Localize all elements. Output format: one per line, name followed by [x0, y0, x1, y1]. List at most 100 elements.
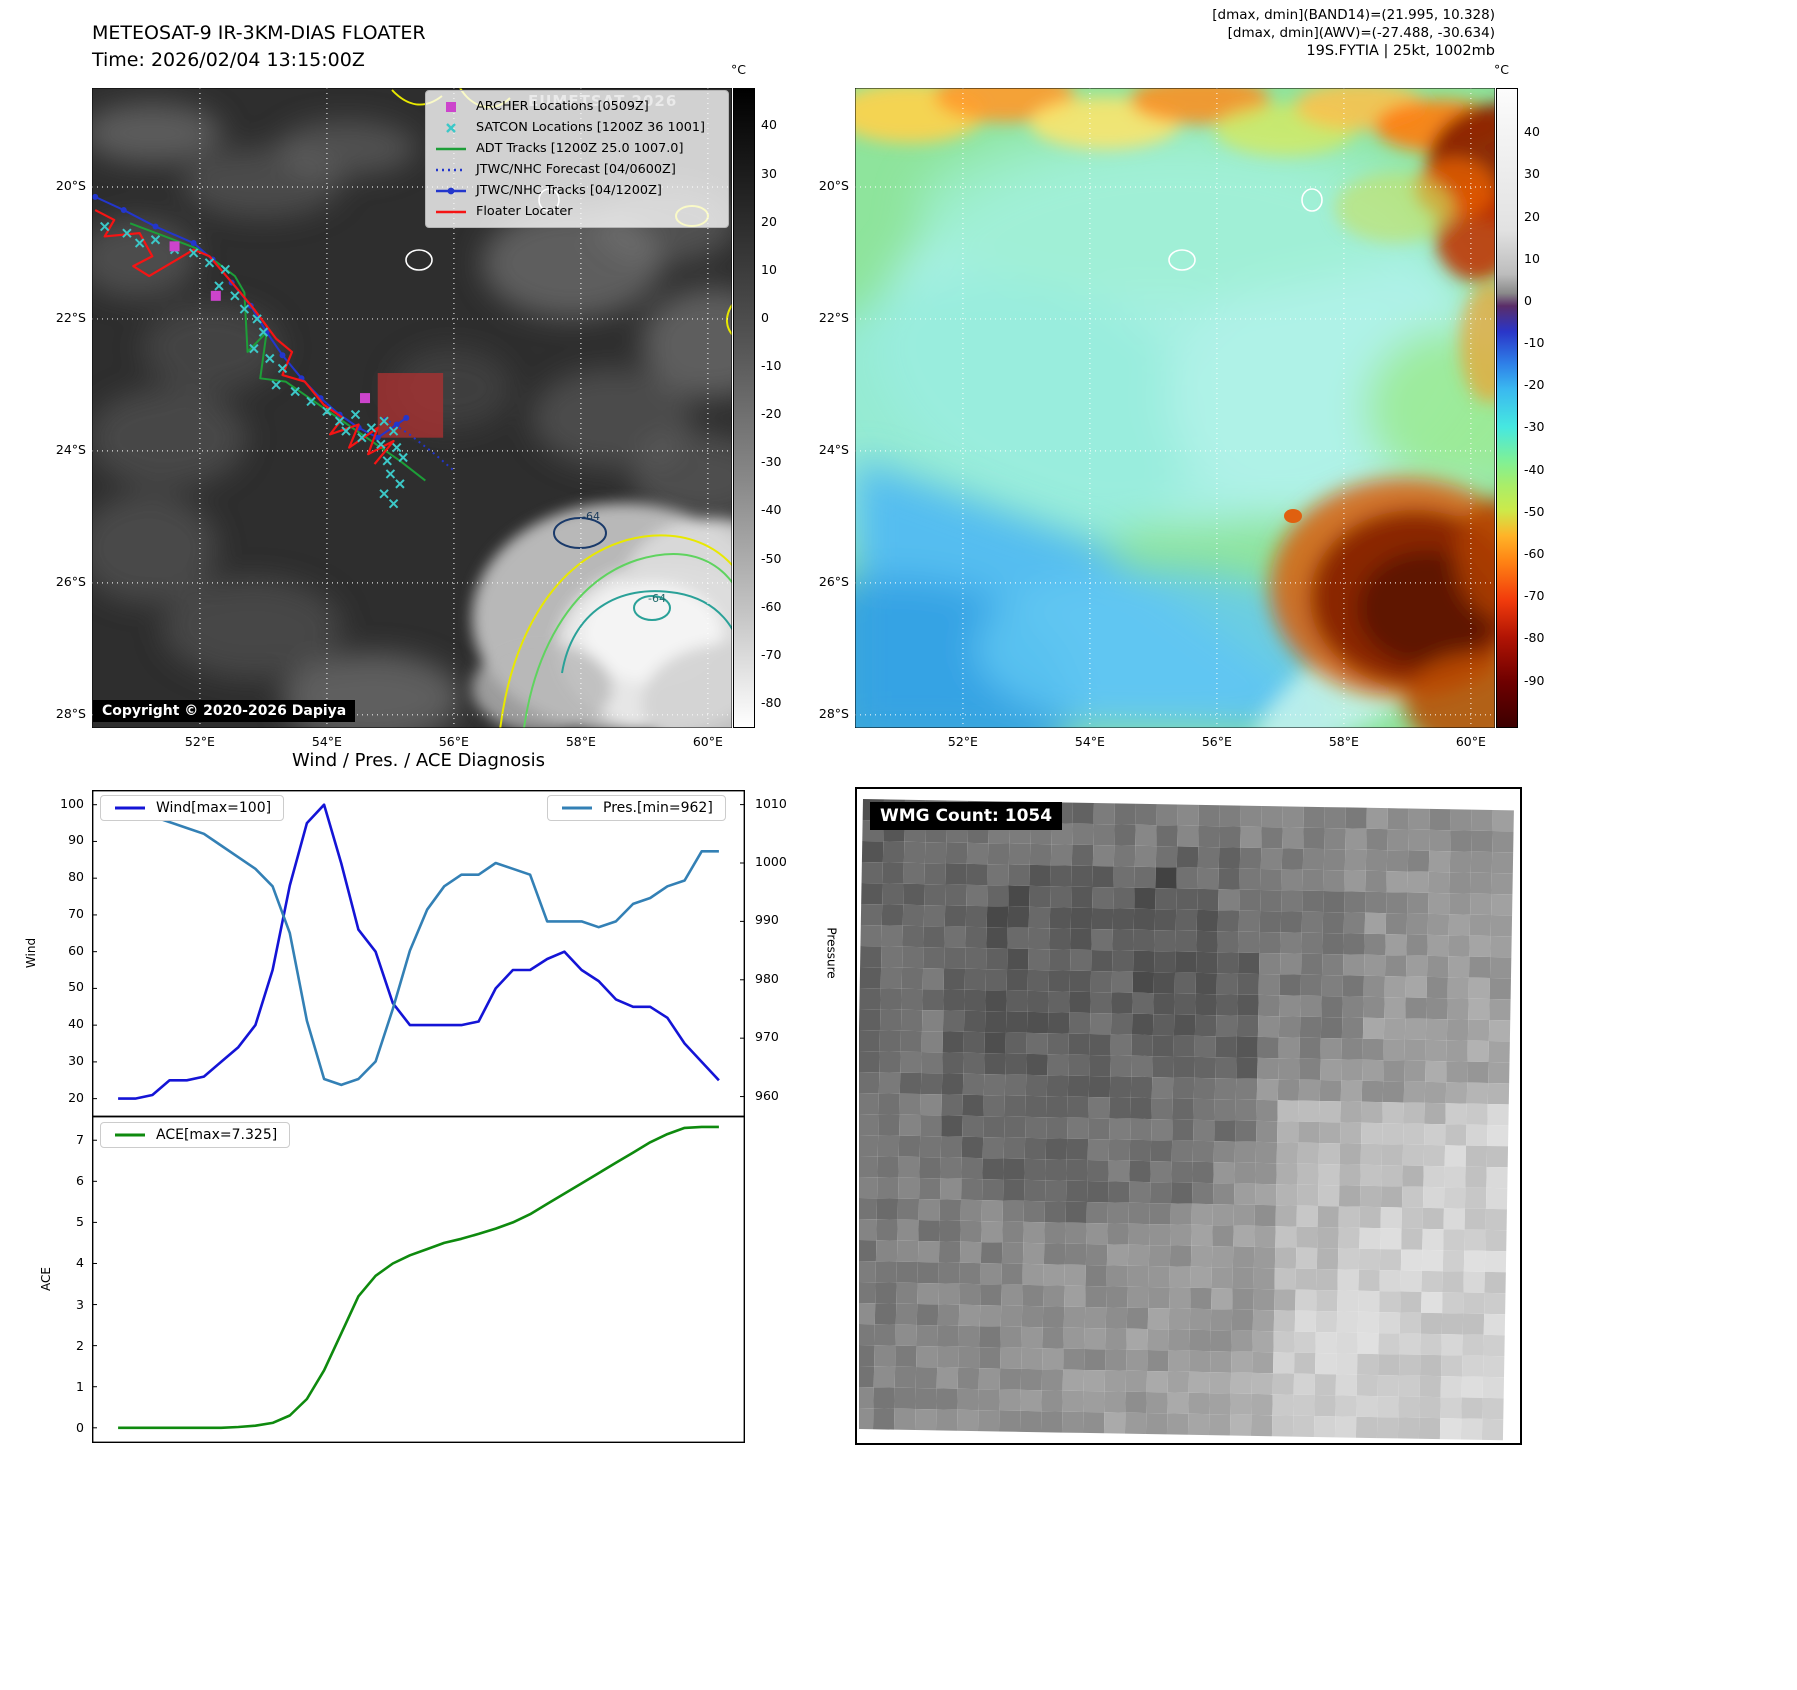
- ace-line-icon: [115, 1133, 145, 1137]
- y-tick-label: 980: [755, 970, 779, 986]
- wind-legend: Wind[max=100]: [100, 795, 285, 821]
- colorbar-tick-label: -30: [761, 454, 782, 470]
- colorbar-tick-label: -60: [761, 598, 782, 614]
- wmg-panel[interactable]: WMG Count: 1054: [855, 787, 1522, 1445]
- wind-pressure-chart[interactable]: [92, 790, 745, 1117]
- map-legend: ARCHER Locations [0509Z] SATCON Location…: [425, 90, 729, 228]
- warm-dry-blob: [1270, 478, 1495, 728]
- ir-color-colorbar: [1496, 88, 1518, 728]
- latlon-grid: [855, 88, 1495, 728]
- ace-chart[interactable]: [92, 1116, 745, 1443]
- legend-item-satcon: SATCON Locations [1200Z 36 1001]: [434, 117, 720, 138]
- colorbar-tick-label: 30: [1524, 166, 1540, 182]
- colorbar-tick-label: 10: [1524, 250, 1540, 266]
- colorbar-tick-label: -80: [1524, 630, 1545, 646]
- colorbar-tick-label: -50: [761, 550, 782, 566]
- y-tick-label: 40: [68, 1016, 84, 1032]
- x-tick-label: 58°E: [1328, 734, 1359, 749]
- warm-top-band: [855, 88, 1495, 403]
- colorbar-tick-label: -40: [761, 502, 782, 518]
- y-tick-label: 3: [76, 1296, 84, 1312]
- y-tick-label: 26°S: [55, 573, 86, 589]
- y-tick-label: 990: [755, 912, 779, 928]
- y-tick-label: 50: [68, 979, 84, 995]
- legend-label: Floater Locater: [476, 204, 573, 219]
- colorbar-unit-label: °C: [731, 62, 746, 77]
- colorbar-tick-label: -10: [1524, 335, 1545, 351]
- legend-item-forecast: JTWC/NHC Forecast [04/0600Z]: [434, 159, 720, 180]
- colorbar-tick-label: -70: [761, 646, 782, 662]
- colorbar-tick-label: -10: [761, 358, 782, 374]
- x-tick-label: 58°E: [565, 734, 596, 749]
- wind-pressure-chart-svg: [92, 790, 745, 1117]
- y-tick-label: 2: [76, 1337, 84, 1353]
- pressure-legend-label: Pres.[min=962]: [603, 800, 713, 816]
- wind-axis-label: Wind: [24, 937, 39, 969]
- y-tick-label: 20°S: [818, 177, 849, 193]
- legend-label: JTWC/NHC Forecast [04/0600Z]: [476, 162, 676, 177]
- y-tick-label: 90: [68, 832, 84, 848]
- y-tick-label: 80: [68, 869, 84, 885]
- island-outlines: [1168, 188, 1323, 271]
- awv-stats: [dmax, dmin](AWV)=(-27.488, -30.634): [1227, 25, 1495, 41]
- legend-label: ARCHER Locations [0509Z]: [476, 99, 649, 114]
- wind-legend-label: Wind[max=100]: [156, 800, 272, 816]
- y-tick-label: 6: [76, 1173, 84, 1189]
- y-tick-label: 1: [76, 1378, 84, 1394]
- colorbar-tick-label: 0: [761, 309, 769, 325]
- timestamp: Time: 2026/02/04 13:15:00Z: [92, 49, 365, 71]
- ir-gray-colorbar: [733, 88, 755, 728]
- colorbar-tick-label: -60: [1524, 546, 1545, 562]
- ir-color-map[interactable]: [855, 88, 1495, 728]
- y-tick-label: 960: [755, 1087, 779, 1103]
- y-tick-label: 4: [76, 1255, 84, 1271]
- adt-line-icon: [436, 147, 466, 150]
- legend-item-archer: ARCHER Locations [0509Z]: [434, 96, 720, 117]
- legend-label: ADT Tracks [1200Z 25.0 1007.0]: [476, 141, 684, 156]
- ir-gray-title-block: METEOSAT-9 IR-3KM-DIAS FLOATER Time: 202…: [92, 20, 426, 74]
- y-tick-label: 24°S: [55, 441, 86, 457]
- legend-label: SATCON Locations [1200Z 36 1001]: [476, 120, 706, 135]
- archer-square-icon: [446, 101, 456, 112]
- y-tick-label: 60: [68, 942, 84, 958]
- wmg-count-badge: WMG Count: 1054: [870, 802, 1063, 830]
- storm-id-intensity: 19S.FYTIA | 25kt, 1002mb: [1306, 43, 1495, 59]
- satcon-x-icon: [446, 122, 456, 133]
- colorbar-tick-label: -30: [1524, 419, 1545, 435]
- y-tick-label: 26°S: [818, 573, 849, 589]
- jtwc-track-line-icon: [436, 187, 466, 194]
- forecast-dotted-line-icon: [436, 168, 466, 171]
- y-tick-label: 20: [68, 1089, 84, 1105]
- y-tick-label: 30: [68, 1052, 84, 1068]
- y-tick-label: 70: [68, 905, 84, 921]
- pressure-legend: Pres.[min=962]: [547, 795, 726, 821]
- ir-color-header: [dmax, dmin](BAND14)=(21.995, 10.328) [d…: [855, 6, 1495, 60]
- y-tick-label: 20°S: [55, 177, 86, 193]
- legend-item-floater: Floater Locater: [434, 201, 720, 222]
- colorbar-tick-label: -50: [1524, 503, 1545, 519]
- ace-axis-label: ACE: [38, 1267, 53, 1291]
- colorbar-tick-label: 10: [761, 261, 777, 277]
- y-tick-label: 28°S: [818, 705, 849, 721]
- colorbar-tick-label: 40: [1524, 124, 1540, 140]
- colorbar-tick-label: -70: [1524, 588, 1545, 604]
- y-tick-label: 22°S: [55, 309, 86, 325]
- pressure-axis-label: Pressure: [824, 927, 839, 979]
- ace-chart-svg: [92, 1116, 745, 1443]
- y-tick-label: 24°S: [818, 441, 849, 457]
- wind-line-icon: [115, 806, 145, 810]
- y-tick-label: 1010: [755, 795, 787, 811]
- x-tick-label: 60°E: [1455, 734, 1486, 749]
- y-tick-label: 1000: [755, 853, 787, 869]
- blue-moisture-band: [855, 458, 1355, 728]
- ace-legend: ACE[max=7.325]: [100, 1122, 291, 1148]
- colorbar-tick-label: -40: [1524, 461, 1545, 477]
- storm-tracks-overlay: [92, 193, 455, 509]
- y-tick-label: 28°S: [55, 705, 86, 721]
- small-warm-spot: [1284, 509, 1302, 523]
- colorbar-tick-label: 20: [1524, 208, 1540, 224]
- colorbar-tick-label: 20: [761, 213, 777, 229]
- floater-line-icon: [436, 210, 466, 213]
- colorbar-tick-label: -20: [1524, 377, 1545, 393]
